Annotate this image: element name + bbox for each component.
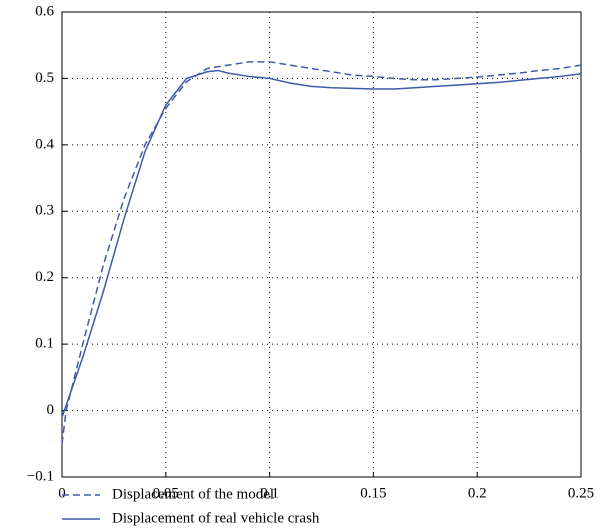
y-tick-label: 0.5 bbox=[35, 70, 54, 86]
legend-label: Displacement of real vehicle crash bbox=[112, 510, 320, 526]
x-tick-label: 0.25 bbox=[568, 485, 594, 501]
x-tick-label: 0.2 bbox=[468, 485, 487, 501]
y-tick-label: 0 bbox=[47, 402, 55, 418]
y-tick-label: 0.2 bbox=[35, 269, 54, 285]
x-tick-label: 0.1 bbox=[260, 485, 279, 501]
y-tick-label: 0.4 bbox=[35, 136, 54, 152]
y-tick-label: −0.1 bbox=[27, 468, 54, 484]
x-tick-label: 0 bbox=[58, 485, 66, 501]
x-tick-label: 0.15 bbox=[360, 485, 386, 501]
plot-frame bbox=[61, 11, 582, 478]
y-tick-label: 0.1 bbox=[35, 336, 54, 352]
line-series bbox=[61, 69, 582, 418]
y-tick-label: 0.3 bbox=[35, 203, 54, 219]
legend-label: Displacement of the model bbox=[112, 486, 274, 502]
line-series bbox=[61, 61, 582, 444]
x-tick-label: 0.05 bbox=[153, 485, 179, 501]
y-tick-label: 0.6 bbox=[35, 3, 54, 19]
